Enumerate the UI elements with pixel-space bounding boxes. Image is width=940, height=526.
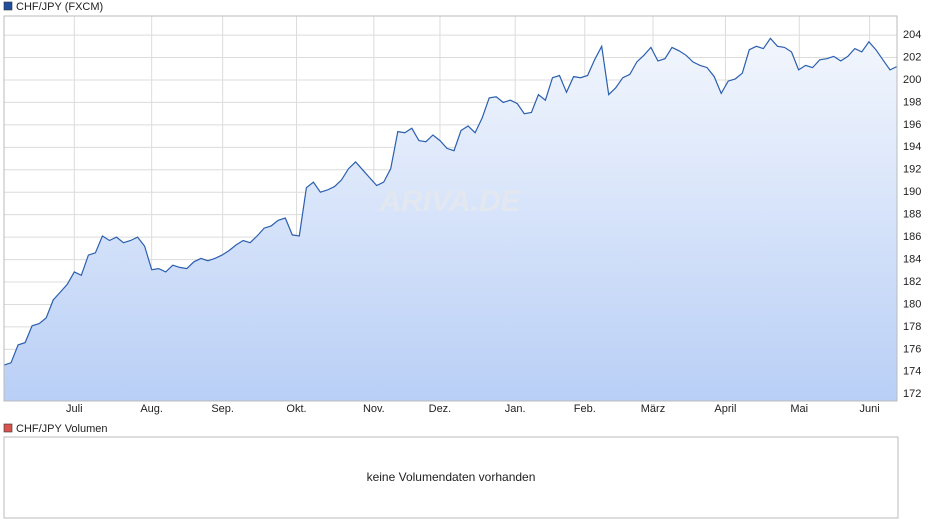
- y-tick-label: 204: [903, 29, 921, 41]
- x-tick-label: Nov.: [363, 403, 385, 415]
- watermark: ARIVA.DE: [378, 185, 521, 218]
- legend-swatch: [3, 423, 13, 433]
- x-tick-label: Juni: [859, 403, 879, 415]
- y-tick-label: 172: [903, 388, 921, 400]
- x-tick-label: Juli: [66, 403, 83, 415]
- y-tick-label: 186: [903, 231, 921, 243]
- legend-swatch: [3, 1, 13, 11]
- x-tick-label: Feb.: [574, 403, 596, 415]
- x-tick-label: Sep.: [211, 403, 234, 415]
- area: [4, 38, 897, 402]
- y-tick-label: 176: [903, 343, 921, 355]
- y-tick-label: 194: [903, 141, 921, 153]
- x-tick-label: Dez.: [429, 403, 452, 415]
- y-tick-label: 190: [903, 186, 921, 198]
- x-tick-label: Jan.: [505, 403, 526, 415]
- x-tick-label: Aug.: [140, 403, 163, 415]
- x-tick-label: Okt.: [286, 403, 306, 415]
- y-tick-label: 184: [903, 253, 921, 265]
- volume-message: keine Volumendaten vorhanden: [367, 470, 536, 484]
- plot-frame: [3, 15, 898, 402]
- price-line: [3, 37, 898, 366]
- x-tick-label: Mai: [790, 403, 808, 415]
- y-tick-label: 182: [903, 276, 921, 288]
- x-tick-label: März: [641, 403, 665, 415]
- y-tick-label: 198: [903, 96, 921, 108]
- y-tick-label: 180: [903, 298, 921, 310]
- volume-frame: [3, 436, 899, 519]
- y-tick-label: 174: [903, 366, 921, 378]
- y-tick-label: 202: [903, 51, 921, 63]
- y-tick-label: 178: [903, 321, 921, 333]
- y-tick-label: 200: [903, 74, 921, 86]
- x-tick-label: April: [714, 403, 736, 415]
- y-tick-label: 196: [903, 119, 921, 131]
- volume-title: CHF/JPY Volumen: [16, 423, 108, 435]
- chart-title: CHF/JPY (FXCM): [16, 1, 103, 13]
- y-tick-label: 192: [903, 164, 921, 176]
- y-tick-label: 188: [903, 209, 921, 221]
